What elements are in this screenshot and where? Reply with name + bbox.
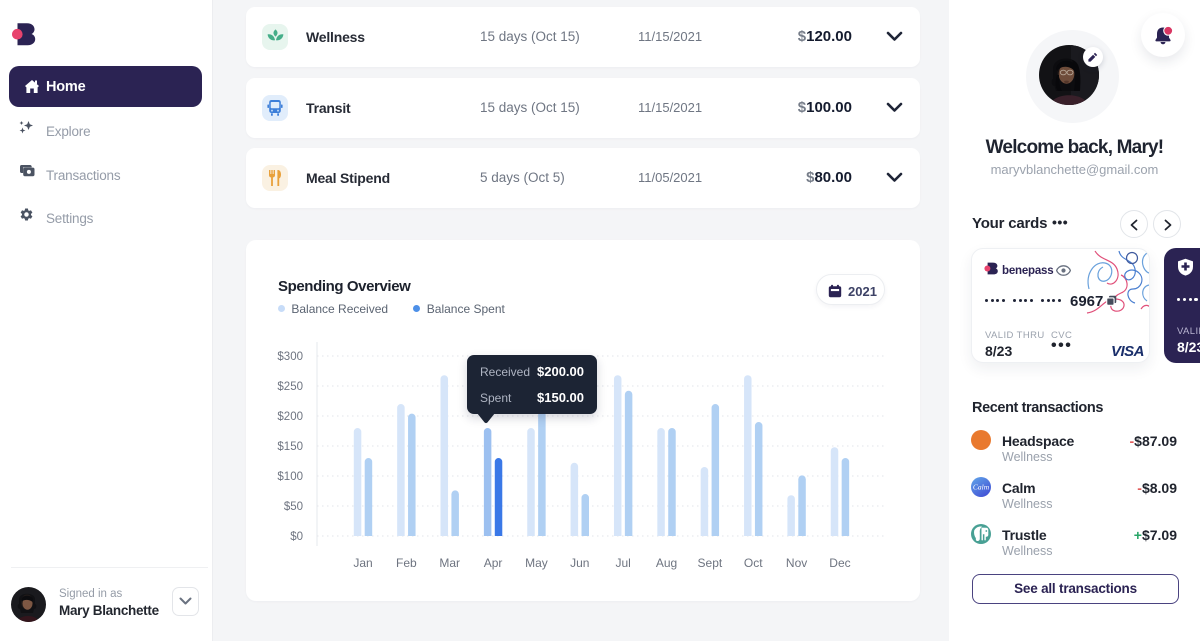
svg-text:Aug: Aug — [656, 556, 677, 570]
svg-text:Calm: Calm — [973, 483, 990, 492]
svg-text:$100: $100 — [277, 471, 303, 483]
svg-text:$150: $150 — [277, 441, 303, 453]
svg-text:Apr: Apr — [484, 556, 503, 570]
svg-text:$0: $0 — [290, 531, 303, 543]
svg-text:Nov: Nov — [786, 556, 807, 570]
svg-text:$250: $250 — [277, 381, 303, 393]
svg-text:May: May — [525, 556, 548, 570]
svg-text:Jan: Jan — [353, 556, 372, 570]
svg-text:Sept: Sept — [698, 556, 723, 570]
svg-text:Dec: Dec — [829, 556, 850, 570]
svg-text:Mar: Mar — [439, 556, 460, 570]
svg-text:Oct: Oct — [744, 556, 763, 570]
svg-text:$200: $200 — [277, 411, 303, 423]
svg-text:Jul: Jul — [615, 556, 630, 570]
svg-text:Feb: Feb — [396, 556, 417, 570]
svg-text:$300: $300 — [277, 351, 303, 363]
svg-text:$50: $50 — [284, 501, 303, 513]
svg-text:Jun: Jun — [570, 556, 589, 570]
